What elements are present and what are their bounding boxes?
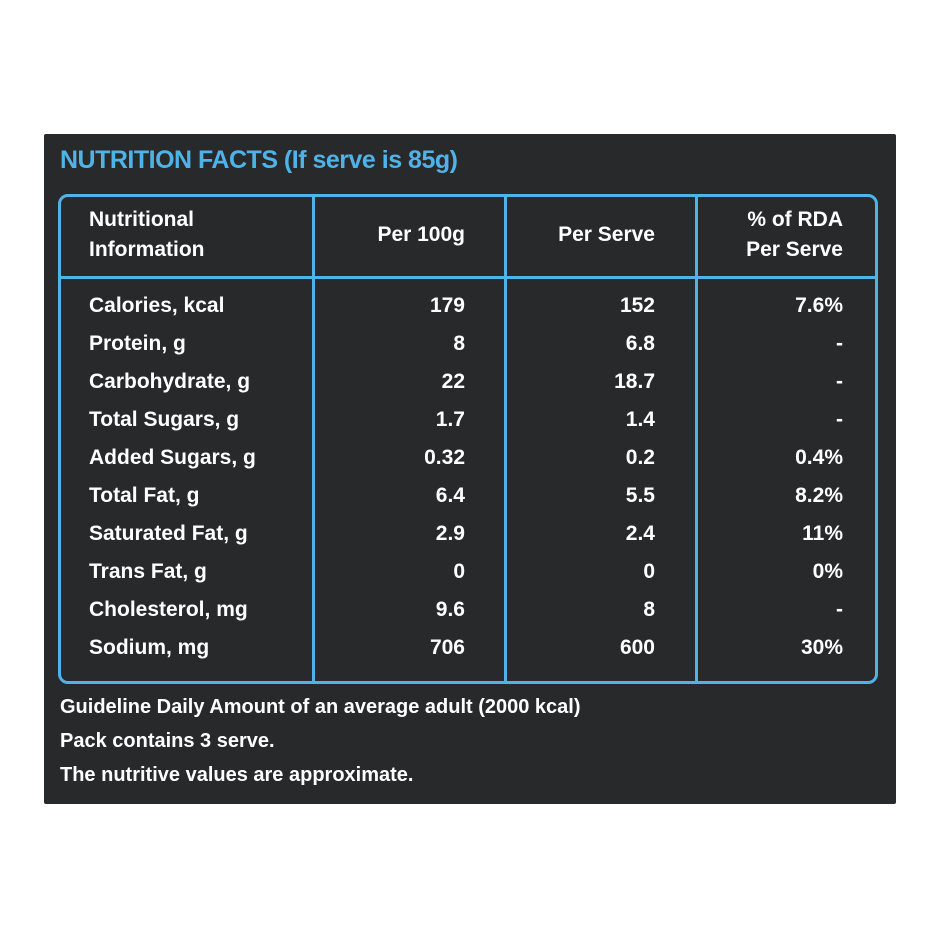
header-rda-line1: % of RDA	[747, 208, 843, 231]
per-100g-value: 6.4	[435, 484, 465, 507]
rda-value: 8.2%	[795, 484, 843, 507]
rda-value: -	[836, 370, 843, 393]
nutrient-name: Total Sugars, g	[89, 408, 240, 431]
rda-value: 0%	[812, 560, 843, 583]
nutrient-name: Cholesterol, mg	[89, 598, 248, 621]
per-100g-value: 0.32	[424, 446, 465, 469]
table-row: Total Sugars, g 1.7 1.4 -	[61, 405, 875, 443]
header-nutrient-line1: Nutritional	[89, 208, 194, 231]
per-serve-value: 2.4	[625, 522, 655, 545]
nutrient-name: Carbohydrate, g	[89, 370, 251, 393]
page-title: NUTRITION FACTS (If serve is 85g)	[60, 146, 458, 174]
per-serve-value: 0.2	[625, 446, 655, 469]
rda-value: -	[836, 408, 843, 431]
per-100g-value: 1.7	[435, 408, 465, 431]
footnote-approx: The nutritive values are approximate.	[60, 764, 414, 786]
table-row: Trans Fat, g 0 0 0%	[61, 557, 875, 595]
per-serve-value: 6.8	[625, 332, 655, 355]
table-row: Total Fat, g 6.4 5.5 8.2%	[61, 481, 875, 519]
per-100g-value: 2.9	[435, 522, 465, 545]
nutrient-name: Saturated Fat, g	[89, 522, 248, 545]
per-100g-value: 179	[429, 294, 465, 317]
per-serve-value: 0	[643, 560, 655, 583]
table-row: Calories, kcal 179 152 7.6%	[61, 291, 875, 329]
per-100g-value: 8	[453, 332, 465, 355]
table-row: Added Sugars, g 0.32 0.2 0.4%	[61, 443, 875, 481]
rda-value: -	[836, 598, 843, 621]
table-row: Carbohydrate, g 22 18.7 -	[61, 367, 875, 405]
footnotes: Guideline Daily Amount of an average adu…	[60, 690, 581, 792]
per-100g-value: 22	[441, 370, 465, 393]
per-serve-value: 600	[619, 636, 655, 659]
header-per-serve: Per Serve	[558, 223, 655, 246]
table-row: Protein, g 8 6.8 -	[61, 329, 875, 367]
header-nutrient: Nutritional Information	[89, 205, 309, 265]
nutrient-name: Calories, kcal	[89, 294, 225, 317]
footnote-pack: Pack contains 3 serve.	[60, 730, 275, 752]
rda-value: 0.4%	[795, 446, 843, 469]
per-serve-value: 18.7	[614, 370, 655, 393]
per-100g-value: 9.6	[435, 598, 465, 621]
header-nutrient-line2: Information	[89, 238, 205, 261]
rda-value: -	[836, 332, 843, 355]
nutrient-name: Protein, g	[89, 332, 186, 355]
header-rda: % of RDA Per Serve	[701, 205, 843, 265]
per-serve-value: 5.5	[625, 484, 655, 507]
nutrient-name: Trans Fat, g	[89, 560, 207, 583]
header-rda-line2: Per Serve	[746, 238, 843, 261]
nutrition-table: Nutritional Information Per 100g Per Ser…	[58, 194, 878, 684]
rda-value: 11%	[802, 522, 843, 545]
header-per-100g: Per 100g	[377, 223, 465, 246]
nutrition-panel: NUTRITION FACTS (If serve is 85g) Nutrit…	[44, 134, 896, 804]
nutrient-name: Sodium, mg	[89, 636, 210, 659]
rda-value: 7.6%	[795, 294, 843, 317]
per-100g-value: 706	[429, 636, 465, 659]
column-divider	[312, 197, 315, 681]
table-row: Saturated Fat, g 2.9 2.4 11%	[61, 519, 875, 557]
per-serve-value: 152	[619, 294, 655, 317]
table-row: Sodium, mg 706 600 30%	[61, 633, 875, 671]
rda-value: 30%	[800, 636, 843, 659]
table-row: Cholesterol, mg 9.6 8 -	[61, 595, 875, 633]
nutrient-name: Total Fat, g	[89, 484, 200, 507]
footnote-gda: Guideline Daily Amount of an average adu…	[60, 696, 581, 718]
header-divider	[61, 276, 875, 279]
per-serve-value: 8	[643, 598, 655, 621]
column-divider	[695, 197, 698, 681]
per-100g-value: 0	[453, 560, 465, 583]
nutrient-name: Added Sugars, g	[89, 446, 256, 469]
column-divider	[504, 197, 507, 681]
per-serve-value: 1.4	[625, 408, 655, 431]
